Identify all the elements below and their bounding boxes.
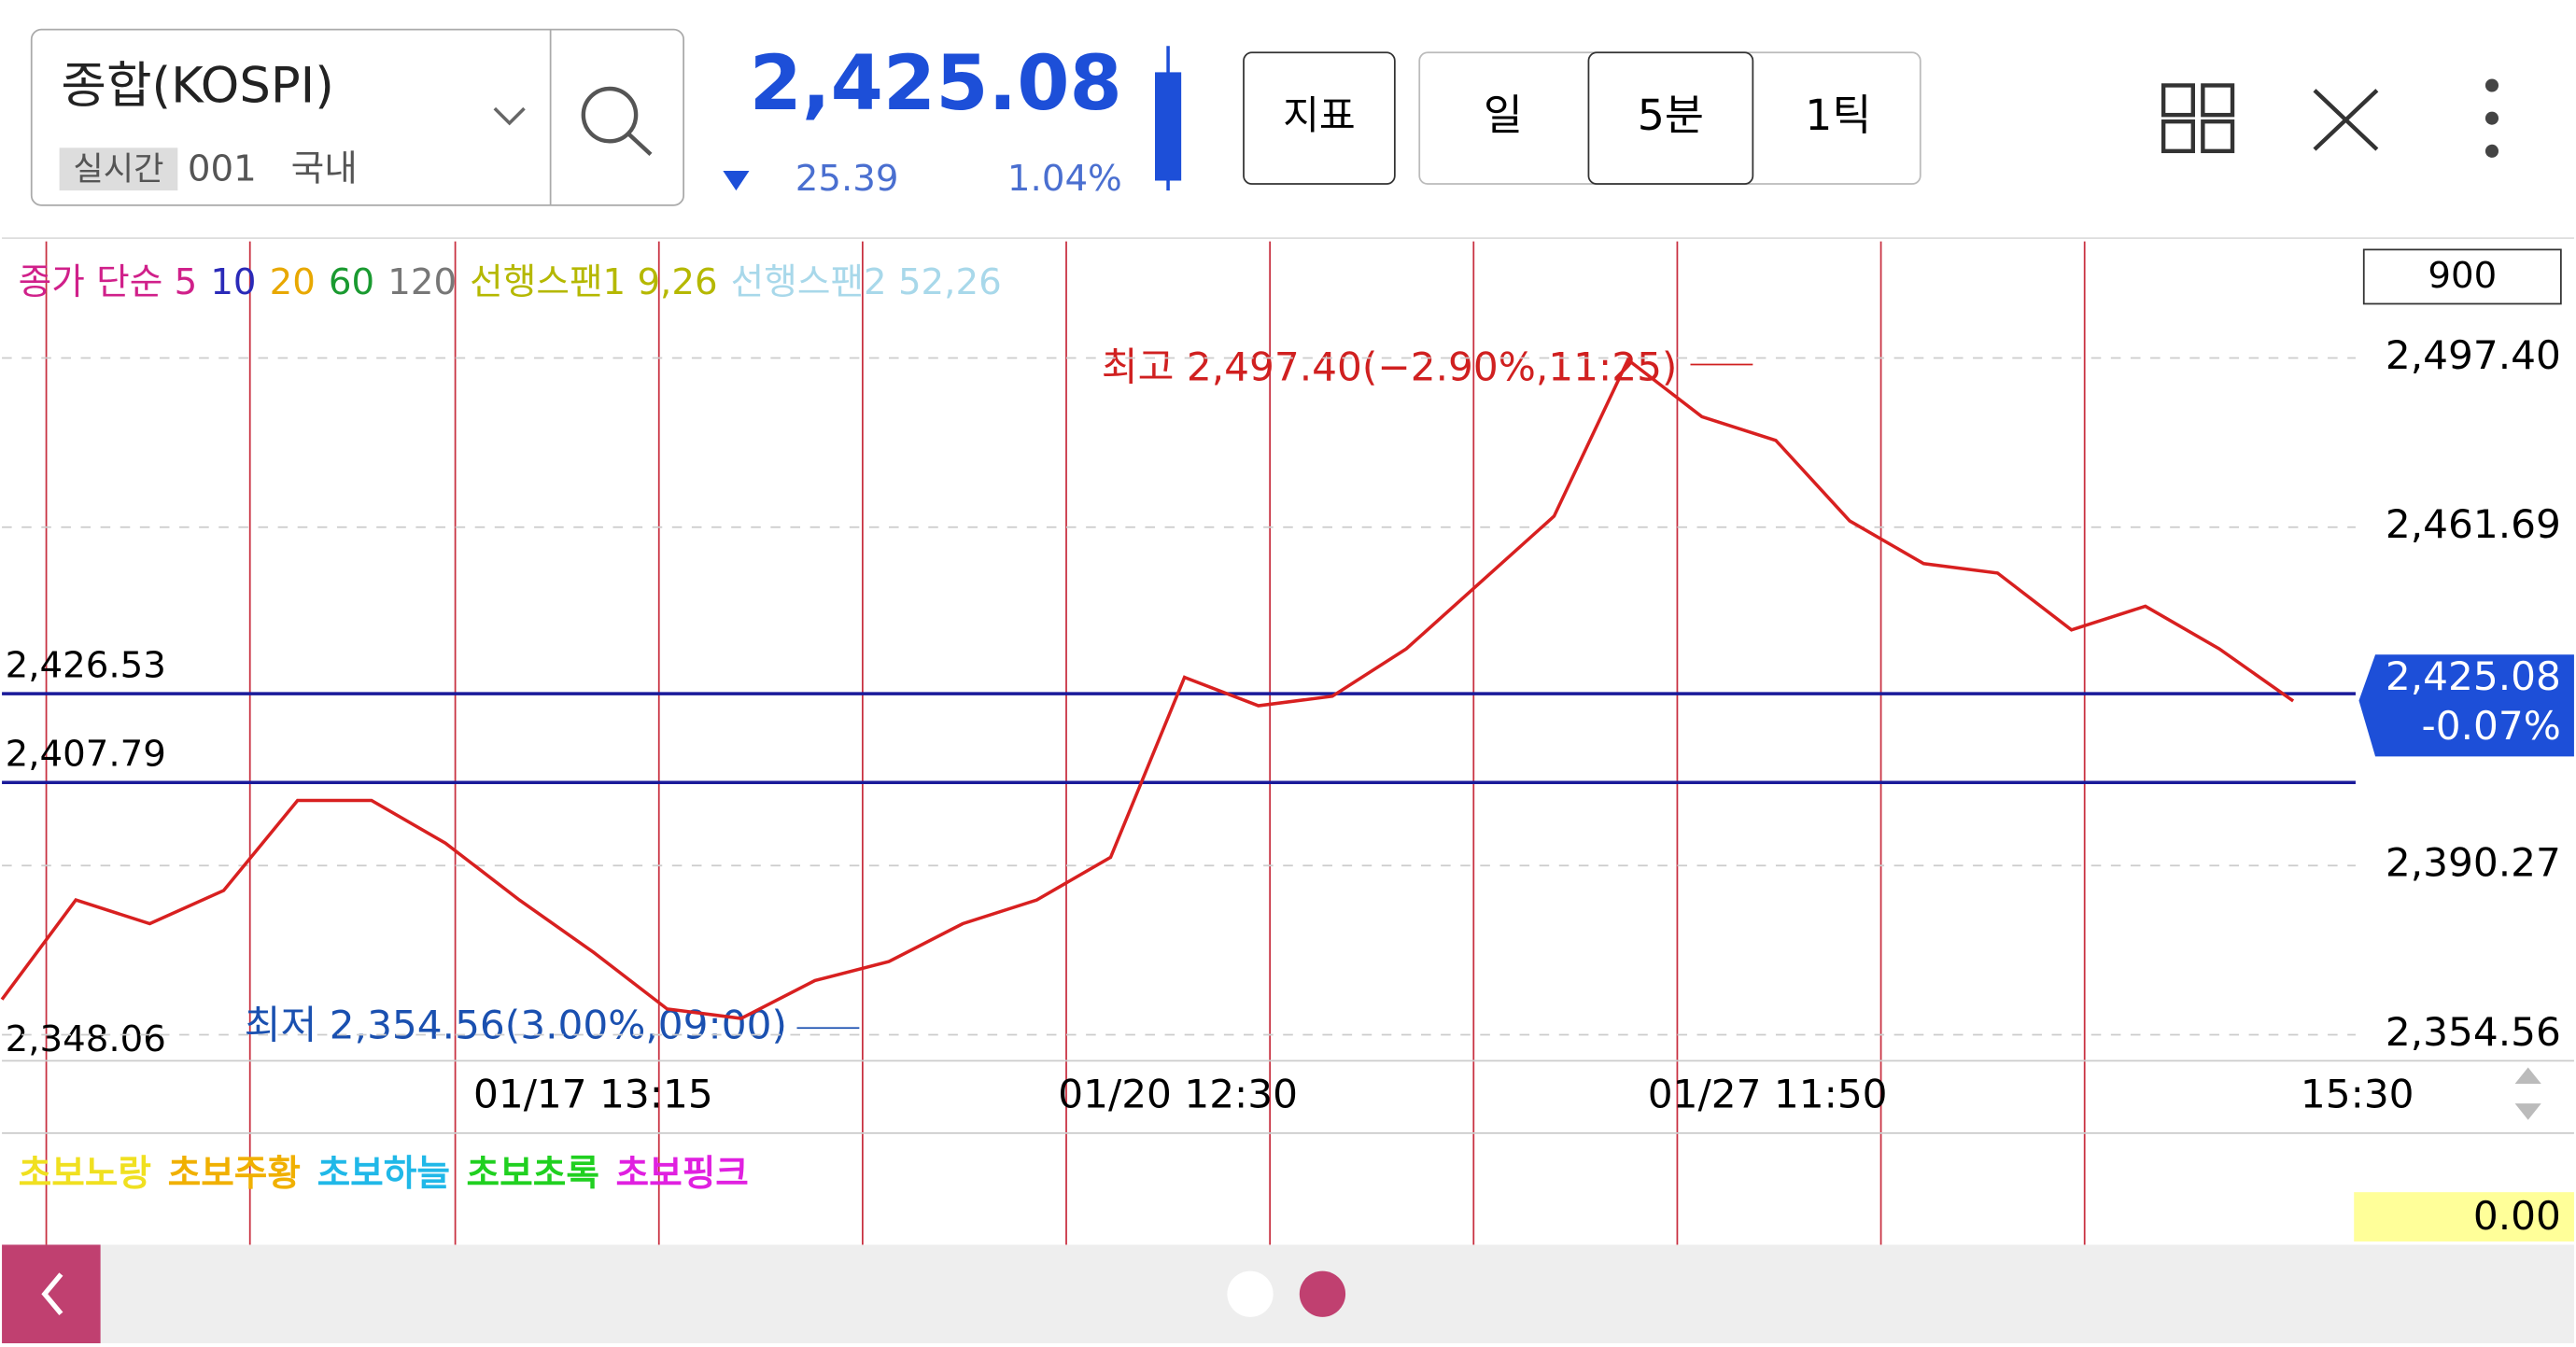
last-price: 2,425.08: [2386, 653, 2561, 699]
ref-label: 2,426.53: [6, 645, 166, 687]
button-label[interactable]: 5분: [1638, 91, 1704, 140]
legend-item: 10: [210, 261, 256, 303]
x-label: 15:30: [2301, 1072, 2414, 1117]
x-label: 01/27 11:50: [1648, 1072, 1888, 1117]
legend-item: 20: [270, 261, 316, 303]
y-tick-label: 2,354.56: [2386, 1009, 2561, 1055]
change: 25.39: [795, 158, 899, 200]
button-label[interactable]: 일: [1484, 91, 1523, 140]
y-tick-label: 2,497.40: [2386, 332, 2561, 378]
symbol-box[interactable]: [30, 28, 685, 206]
indicator-legend: 초보핑크: [616, 1153, 749, 1195]
code: 001: [188, 147, 257, 189]
button-label[interactable]: 1틱: [1805, 91, 1871, 140]
market: 국내: [291, 147, 358, 189]
period-button[interactable]: [1587, 51, 1754, 185]
last-price-box: [2358, 654, 2574, 757]
legend-item: 종가 단순 5: [19, 261, 198, 303]
x-label: 01/20 12:30: [1058, 1072, 1298, 1117]
indicator-legend: 초보초록: [467, 1153, 599, 1195]
indicator-legend: 초보하늘: [317, 1153, 450, 1195]
ref-label: 2,407.79: [6, 734, 166, 776]
price-line: [0, 357, 2295, 1020]
back-button[interactable]: [2, 1244, 101, 1343]
legend-item: 60: [329, 261, 374, 303]
legend-item: 선행스팬1 9,26: [470, 261, 717, 303]
indicator-legend: 초보주황: [168, 1153, 301, 1195]
high-annotation: 최고 2,497.40(−2.90%,11:25): [1102, 344, 1678, 389]
legend-item: 120: [387, 261, 457, 303]
button-label: 지표: [1283, 92, 1356, 138]
low-annotation: 최저 2,354.56(3.00%,09:00): [245, 1003, 787, 1048]
x-label: 01/17 13:15: [473, 1072, 713, 1117]
indicator-legend: 초보노랑: [19, 1153, 151, 1195]
legend-item: 선행스팬2 52,26: [731, 261, 1002, 303]
last-change: -0.07%: [2421, 703, 2560, 749]
price: 2,425.08: [750, 40, 1122, 128]
scale-box: 900: [2428, 255, 2497, 297]
indicator-value: 0.00: [2473, 1193, 2561, 1239]
y-tick-label: 2,461.69: [2386, 501, 2561, 547]
low-label: 2,348.06: [6, 1018, 166, 1060]
badge: 실시간: [73, 150, 163, 189]
y-tick-label: 2,390.27: [2386, 840, 2561, 886]
change-pct: 1.04%: [1007, 158, 1122, 200]
indicator-button[interactable]: [1243, 51, 1396, 185]
symbol: 종합(KOSPI): [61, 58, 333, 115]
